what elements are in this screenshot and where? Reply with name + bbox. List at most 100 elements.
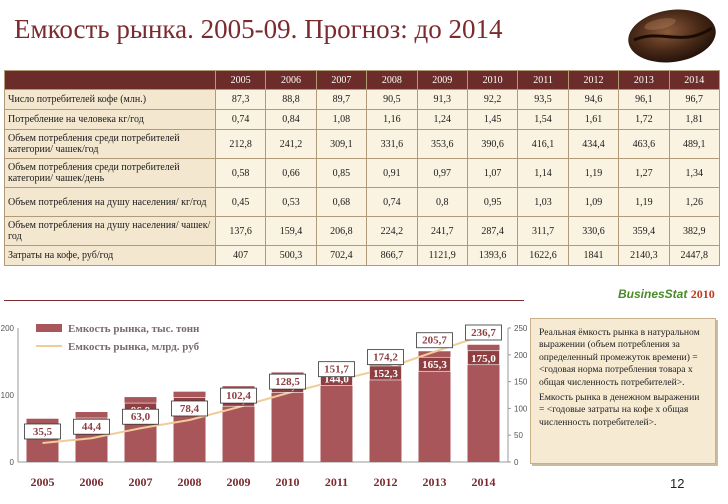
table-row: Затраты на кофе, руб/год 407 500,3 702,4 866… [4, 245, 721, 266]
year-header: 2012 [567, 70, 620, 90]
table-cell: 1,24 [416, 109, 468, 130]
line-data-label: 151,7 [324, 364, 349, 376]
line-label-box [122, 408, 159, 425]
table-cell: 0,8 [416, 187, 468, 217]
table-cell: 0,66 [265, 158, 317, 188]
table-cell: 0,84 [265, 109, 317, 130]
table-cell: 87,3 [214, 89, 267, 110]
line-label-box [318, 361, 355, 378]
table-cell: 866,7 [366, 245, 418, 266]
definition-note: Реальная ёмкость рынка в натуральном выр… [530, 318, 716, 464]
x-axis-category: 2005 [31, 475, 55, 489]
table-cell: 90,5 [366, 89, 418, 110]
row-label: Объем потребления среди потребителей кат… [4, 158, 216, 188]
table-cell: 89,7 [315, 89, 368, 110]
x-axis-category: 2012 [374, 475, 398, 489]
bar-data-label: 152,3 [373, 368, 398, 380]
table-cell: 0,95 [466, 187, 519, 217]
year-header: 2007 [315, 70, 368, 90]
year-header: 2013 [618, 70, 670, 90]
table-cell: 0,45 [214, 187, 267, 217]
table-header-row: 2005 2006 2007 2008 2009 2010 2011 2012 2013 2014 [4, 70, 721, 90]
right-axis-tick: 100 [514, 404, 528, 413]
row-label: Объем потребления на душу населения/ кг/… [4, 187, 216, 217]
table-cell: 96,1 [618, 89, 670, 110]
table-cell: 309,1 [315, 129, 368, 159]
table-row: Объем потребления на душу населения/ чаш… [4, 216, 721, 246]
row-label: Потребление на человека кг/год [4, 109, 216, 130]
year-header: 2014 [668, 70, 721, 90]
table-cell: 1,61 [567, 109, 620, 130]
year-header: 2011 [517, 70, 569, 90]
table-cell: 0,74 [214, 109, 267, 130]
table-cell: 1,72 [618, 109, 670, 130]
line-data-label: 205,7 [422, 335, 447, 347]
table-cell: 0,91 [366, 158, 418, 188]
brand-year: 2010 [690, 287, 715, 301]
table-cell: 1,08 [315, 109, 368, 130]
bar-data-label: 165,3 [422, 359, 447, 371]
line-label-box [465, 324, 502, 341]
table-cell: 1,26 [668, 187, 721, 217]
x-axis-category: 2006 [80, 475, 104, 489]
bar-data-label: 175,0 [471, 353, 496, 365]
coffee-bean-icon [628, 9, 716, 63]
line-label-box [73, 418, 110, 435]
table-cell: 96,7 [668, 89, 721, 110]
table-cell: 0,74 [366, 187, 418, 217]
year-header: 2009 [416, 70, 468, 90]
table-cell: 1,07 [466, 158, 519, 188]
line-label-box [269, 373, 306, 390]
table-cell: 2140,3 [618, 245, 670, 266]
table-row: Объем потребления среди потребителей кат… [4, 129, 721, 159]
table-cell: 1,09 [567, 187, 620, 217]
table-cell: 94,6 [567, 89, 620, 110]
table-cell: 241,2 [265, 129, 317, 159]
table-row: Число потребителей кофе (млн.) 87,3 88,8 89… [4, 89, 721, 110]
line-series [42, 334, 484, 444]
x-axis-category: 2008 [178, 475, 202, 489]
table-cell: 1,27 [618, 158, 670, 188]
table-cell: 390,6 [466, 129, 519, 159]
table-cell: 1,14 [517, 158, 569, 188]
line-data-label: 236,7 [471, 327, 496, 339]
table-cell: 92,2 [466, 89, 519, 110]
right-axis-tick: 150 [514, 378, 528, 387]
table-cell: 353,6 [416, 129, 468, 159]
right-axis-tick: 50 [514, 431, 523, 440]
year-header: 2008 [366, 70, 418, 90]
note-paragraph-natural: Реальная ёмкость рынка в натуральном выр… [539, 327, 700, 388]
table-cell: 311,7 [517, 216, 569, 246]
table-cell: 1,19 [567, 158, 620, 188]
table-cell: 359,4 [618, 216, 670, 246]
table-cell: 0,58 [214, 158, 267, 188]
row-label: Объем потребления среди потребителей кат… [4, 129, 216, 159]
legend-bar-label: Емкость рынка, тыс. тонн [68, 323, 200, 335]
left-axis-tick: 100 [1, 391, 15, 400]
table-cell: 91,3 [416, 89, 468, 110]
table-cell: 1622,6 [517, 245, 569, 266]
table-cell: 137,6 [214, 216, 267, 246]
left-axis-tick: 200 [1, 324, 15, 333]
table-cell: 1,34 [668, 158, 721, 188]
brand-name: BusinesStat [618, 287, 688, 301]
table-cell: 1393,6 [466, 245, 519, 266]
x-axis-category: 2007 [129, 475, 153, 489]
year-header: 2005 [214, 70, 267, 90]
table-corner-cell [4, 70, 216, 90]
line-data-label: 35,5 [33, 426, 53, 438]
table-cell: 1,81 [668, 109, 721, 130]
table-cell: 434,4 [567, 129, 620, 159]
table-row: Объем потребления на душу населения/ кг/… [4, 187, 721, 217]
line-data-label: 78,4 [180, 403, 200, 415]
table-cell: 224,2 [366, 216, 418, 246]
table-cell: 416,1 [517, 129, 569, 159]
table-cell: 330,6 [567, 216, 620, 246]
table-cell: 382,9 [668, 216, 721, 246]
right-axis-tick: 0 [514, 458, 519, 467]
x-axis-category: 2010 [276, 475, 300, 489]
table-cell: 0,68 [315, 187, 368, 217]
bar-label-box [418, 356, 451, 372]
table-cell: 1,16 [366, 109, 418, 130]
table-row: Потребление на человека кг/год 0,74 0,84 1,… [4, 109, 721, 130]
